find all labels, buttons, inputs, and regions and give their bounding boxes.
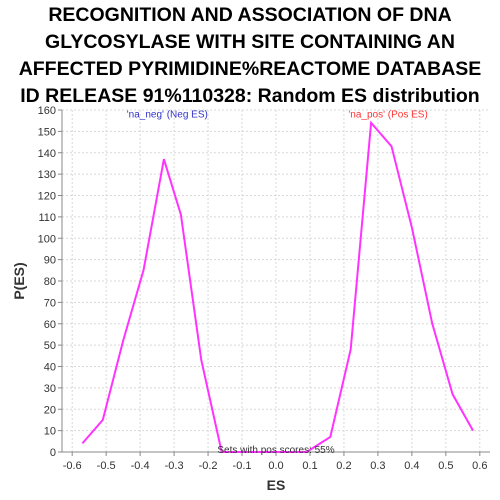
chart-title-line-1: RECOGNITION AND ASSOCIATION OF DNA <box>48 4 452 26</box>
x-tick-label: -0.4 <box>131 460 150 472</box>
x-tick-label: -0.1 <box>233 460 252 472</box>
x-tick-label: 0.6 <box>472 460 487 472</box>
x-tick-label: 0.5 <box>438 460 453 472</box>
y-tick-label: 70 <box>44 297 56 309</box>
x-tick-label: -0.5 <box>97 460 116 472</box>
annotation-1: 'na_pos' (Pos ES) <box>348 109 427 120</box>
y-tick-label: 130 <box>38 169 56 181</box>
y-tick-label: 60 <box>44 319 56 331</box>
x-tick-label: 0.1 <box>302 460 317 472</box>
series-line-0 <box>81 120 474 453</box>
y-tick-label: 20 <box>44 404 56 416</box>
chart-title-line-2: GLYCOSYLASE WITH SITE CONTAINING AN <box>45 31 455 53</box>
chart-title-line-4: ID RELEASE 91%110328: Random ES distribu… <box>20 85 480 107</box>
x-tick-label: 0.3 <box>370 460 385 472</box>
y-tick-label: 40 <box>44 362 56 374</box>
y-tick-label: 90 <box>44 255 56 267</box>
annotation-0: 'na_neg' (Neg ES) <box>127 109 208 120</box>
x-tick-label: 0.0 <box>268 460 283 472</box>
y-tick-label: 110 <box>38 212 56 224</box>
x-tick-label: -0.3 <box>165 460 184 472</box>
y-tick-label: 80 <box>44 276 56 288</box>
annotation-2: Sets with pos scores: 55% <box>217 445 334 456</box>
x-tick-label: 0.2 <box>336 460 351 472</box>
ticks: 0 10 20 30 40 50 60 70 80 90 100 110 120 130 140 150 160… <box>38 105 488 472</box>
y-tick-label: 140 <box>38 148 56 160</box>
x-tick-label: -0.2 <box>199 460 218 472</box>
y-tick-label: 30 <box>44 383 56 395</box>
y-tick-label: 160 <box>38 105 56 117</box>
y-tick-label: 150 <box>38 126 56 138</box>
annotations: 'na_neg' (Neg ES) 'na_pos' (Pos ES) Sets w… <box>127 109 428 456</box>
y-tick-label: 0 <box>50 447 56 459</box>
x-tick-label: 0.4 <box>404 460 419 472</box>
y-tick-label: 100 <box>38 233 56 245</box>
y-axis-title: P(ES) <box>11 262 27 299</box>
y-tick-label: 10 <box>44 426 56 438</box>
y-tick-label: 50 <box>44 340 56 352</box>
y-tick-label: 120 <box>38 191 56 203</box>
x-axis-title: ES <box>267 477 286 493</box>
chart-title-line-3: AFFECTED PYRIMIDINE%REACTOME DATABASE <box>18 58 482 80</box>
series <box>81 120 474 453</box>
x-tick-label: -0.6 <box>63 460 82 472</box>
